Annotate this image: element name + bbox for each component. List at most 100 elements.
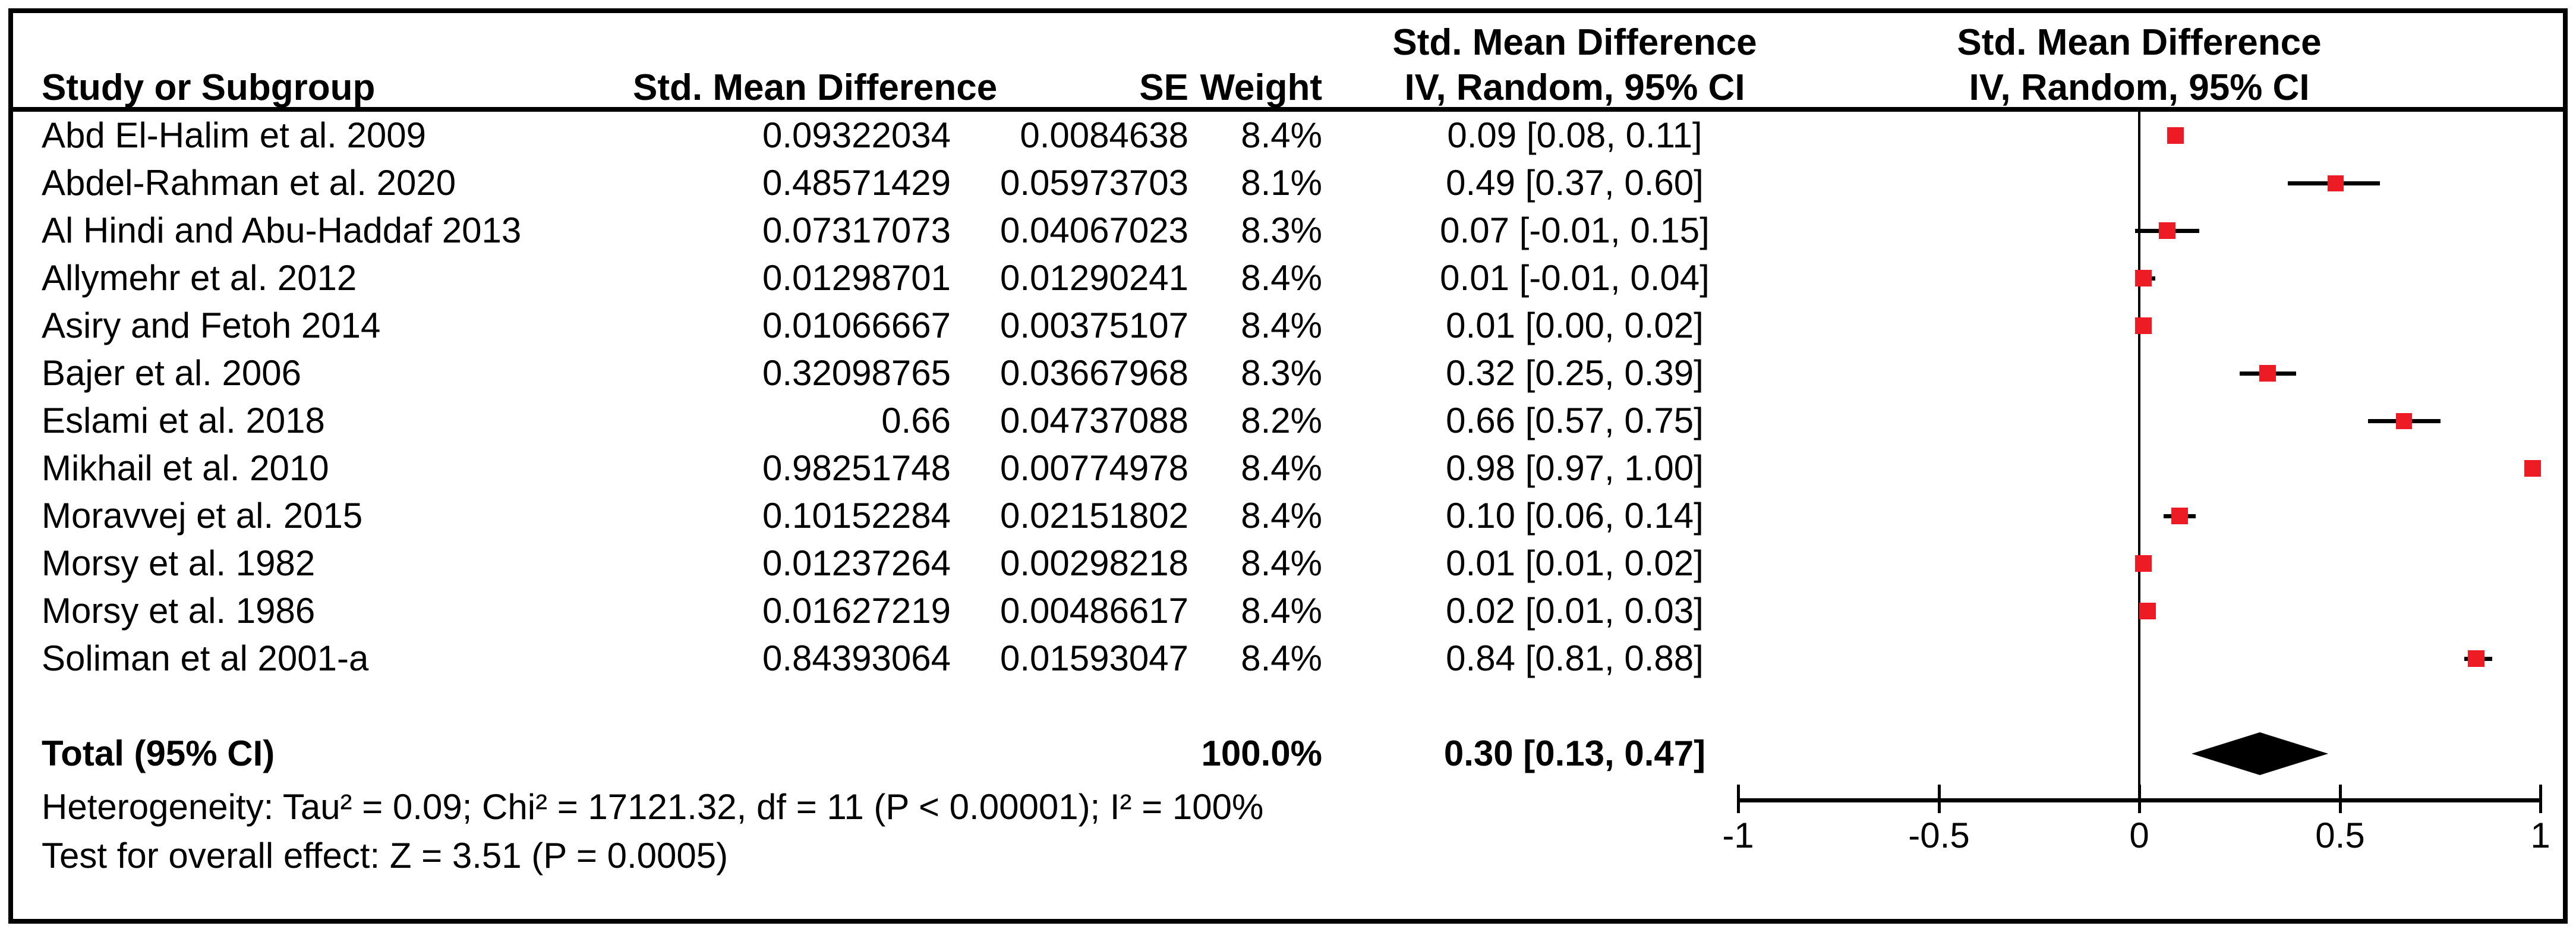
effect-square [2139, 603, 2156, 619]
se-value: 0.02151802 [1000, 496, 1188, 536]
ci-value: 0.49 [0.37, 0.60] [1446, 163, 1704, 203]
study-label: Morsy et al. 1982 [42, 543, 316, 583]
axis-tick [1737, 785, 1740, 813]
ci-value: 0.07 [-0.01, 0.15] [1440, 210, 1710, 250]
study-label: Moravvej et al. 2015 [42, 496, 363, 536]
ci-value: 0.02 [0.01, 0.03] [1446, 591, 1704, 631]
axis-tick-label: -1 [1722, 816, 1754, 855]
smd-value: 0.01298701 [762, 258, 951, 298]
header-smd: Std. Mean Difference [633, 67, 998, 108]
effect-square [2328, 175, 2344, 191]
weight-value: 8.3% [1241, 210, 1322, 250]
se-value: 0.05973703 [1000, 163, 1188, 203]
se-value: 0.00486617 [1000, 591, 1188, 631]
axis-tick [2539, 785, 2542, 813]
ci-value: 0.84 [0.81, 0.88] [1446, 638, 1704, 678]
weight-value: 8.4% [1241, 638, 1322, 678]
weight-value: 8.1% [1241, 163, 1322, 203]
smd-value: 0.84393064 [762, 638, 951, 678]
effect-square [2259, 365, 2276, 382]
ci-value: 0.01 [0.00, 0.02] [1446, 306, 1704, 345]
smd-value: 0.01237264 [762, 543, 951, 583]
study-label: Eslami et al. 2018 [42, 401, 325, 440]
study-label: Al Hindi and Abu-Haddaf 2013 [42, 210, 522, 250]
smd-value: 0.01627219 [762, 591, 951, 631]
smd-value: 0.32098765 [762, 353, 951, 393]
smd-value: 0.10152284 [762, 496, 951, 536]
effect-square [2524, 460, 2541, 477]
study-label: Bajer et al. 2006 [42, 353, 301, 393]
header-plot-col-line1: Std. Mean Difference [1957, 22, 2322, 63]
effect-square [2167, 127, 2184, 144]
ci-value: 0.09 [0.08, 0.11] [1447, 115, 1702, 155]
smd-value: 0.07317073 [762, 210, 951, 250]
study-label: Morsy et al. 1986 [42, 591, 316, 631]
weight-value: 8.4% [1241, 306, 1322, 345]
header-effect-col-line2: IV, Random, 95% CI [1404, 67, 1745, 108]
weight-value: 8.4% [1241, 115, 1322, 155]
ci-value: 0.01 [-0.01, 0.04] [1440, 258, 1710, 298]
ci-value: 0.01 [0.01, 0.02] [1446, 543, 1704, 583]
summary-diamond [2192, 732, 2328, 775]
axis-tick [2138, 785, 2141, 813]
header-se: SE [1139, 67, 1188, 108]
study-label: Allymehr et al. 2012 [42, 258, 357, 298]
effect-square [2135, 270, 2152, 286]
effect-square [2159, 222, 2175, 239]
header-weight: Weight [1200, 67, 1323, 108]
study-label: Soliman et al 2001-a [42, 638, 369, 678]
effect-square [2171, 508, 2188, 524]
weight-value: 8.3% [1241, 353, 1322, 393]
header-study-or-subgroup: Study or Subgroup [42, 67, 376, 108]
total-weight: 100.0% [1201, 733, 1323, 773]
se-value: 0.00774978 [1000, 448, 1188, 488]
weight-value: 8.4% [1241, 448, 1322, 488]
total-label: Total (95% CI) [42, 733, 275, 773]
axis-tick [1938, 785, 1941, 813]
axis-tick [2339, 785, 2342, 813]
se-value: 0.03667968 [1000, 353, 1188, 393]
header-plot-col-line2: IV, Random, 95% CI [1969, 67, 2310, 108]
header-effect-col-line1: Std. Mean Difference [1392, 22, 1757, 63]
smd-value: 0.66 [881, 401, 951, 440]
ci-value: 0.32 [0.25, 0.39] [1446, 353, 1704, 393]
effect-square [2135, 317, 2152, 334]
se-value: 0.01290241 [1000, 258, 1188, 298]
plot-border [8, 8, 2568, 924]
axis-tick-label: 0 [2129, 816, 2149, 855]
smd-value: 0.98251748 [762, 448, 951, 488]
weight-value: 8.4% [1241, 496, 1322, 536]
ci-value: 0.10 [0.06, 0.14] [1446, 496, 1704, 536]
axis-tick-label: -0.5 [1908, 816, 1970, 855]
effect-square [2468, 650, 2484, 667]
effect-square [2135, 555, 2152, 572]
se-value: 0.0084638 [1020, 115, 1188, 155]
heterogeneity-note: Heterogeneity: Tau² = 0.09; Chi² = 17121… [42, 787, 1264, 827]
se-value: 0.00375107 [1000, 306, 1188, 345]
zero-reference-line [2138, 112, 2140, 802]
se-value: 0.01593047 [1000, 638, 1188, 678]
ci-value: 0.98 [0.97, 1.00] [1446, 448, 1704, 488]
header-separator-line [8, 107, 2568, 112]
weight-value: 8.2% [1241, 401, 1322, 440]
study-label: Abd El-Halim et al. 2009 [42, 115, 426, 155]
study-label: Mikhail et al. 2010 [42, 448, 329, 488]
se-value: 0.00298218 [1000, 543, 1188, 583]
weight-value: 8.4% [1241, 543, 1322, 583]
study-label: Asiry and Fetoh 2014 [42, 306, 381, 345]
weight-value: 8.4% [1241, 591, 1322, 631]
effect-square [2396, 413, 2412, 429]
se-value: 0.04067023 [1000, 210, 1188, 250]
smd-value: 0.09322034 [762, 115, 951, 155]
se-value: 0.04737088 [1000, 401, 1188, 440]
axis-tick-label: 1 [2530, 816, 2550, 855]
total-ci: 0.30 [0.13, 0.47] [1443, 733, 1706, 773]
smd-value: 0.48571429 [762, 163, 951, 203]
axis-tick-label: 0.5 [2315, 816, 2365, 855]
weight-value: 8.4% [1241, 258, 1322, 298]
smd-value: 0.01066667 [762, 306, 951, 345]
study-label: Abdel-Rahman et al. 2020 [42, 163, 456, 203]
overall-effect-note: Test for overall effect: Z = 3.51 (P = 0… [42, 836, 729, 876]
ci-value: 0.66 [0.57, 0.75] [1446, 401, 1704, 440]
